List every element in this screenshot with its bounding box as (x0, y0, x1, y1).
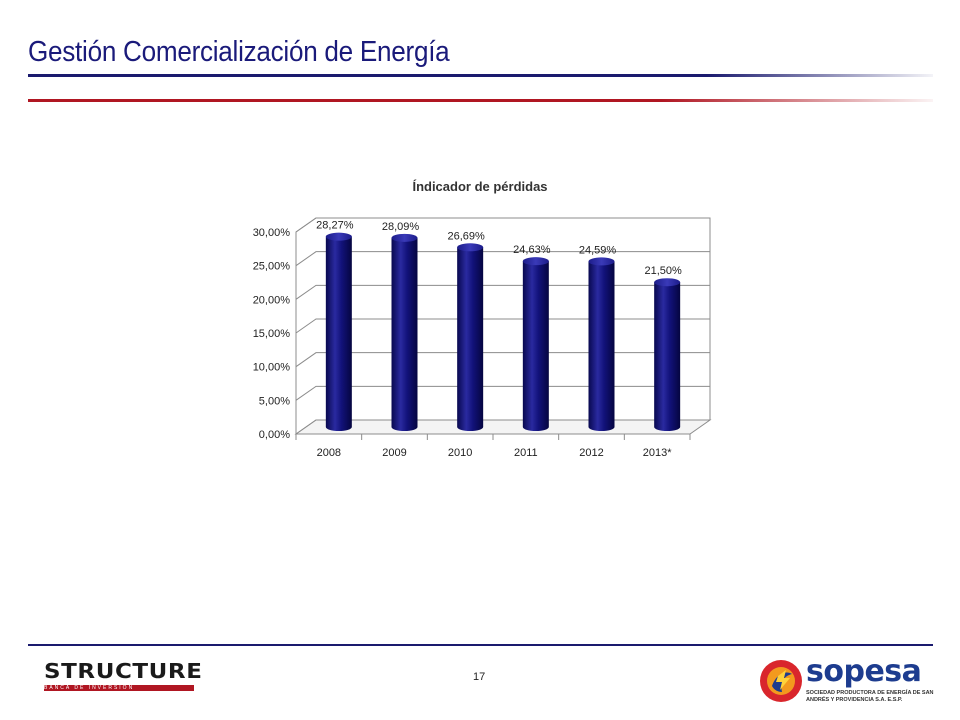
bar-cap (391, 233, 418, 242)
y-tick-label: 25,00% (253, 261, 291, 273)
bar-cap (522, 257, 549, 266)
x-tick-label: 2011 (514, 447, 538, 459)
plot-background (296, 218, 710, 434)
structure-logo-tagline: BANCA DE INVERSIÓN (44, 685, 194, 691)
data-label: 21,50% (645, 265, 683, 277)
gridline (295, 251, 710, 267)
gridline (295, 385, 710, 401)
plot-frame (294, 217, 712, 435)
data-label: 26,69% (448, 230, 486, 242)
x-tick-label: 2010 (448, 447, 472, 459)
gridline (295, 217, 710, 233)
x-tick-label: 2008 (317, 447, 341, 459)
gridline (295, 352, 710, 368)
x-axis-ticks: 2008 2009 2010 2011 2012 2013* (295, 433, 691, 459)
data-labels: 28,27% 28,09% 26,69% 24,63% 24,59% 21,50% (316, 220, 682, 278)
chart-title: Índicador de pérdidas (412, 179, 547, 194)
y-tick-label: 0,00% (259, 429, 290, 441)
bars (325, 232, 681, 431)
bar-body (457, 247, 484, 431)
page-title: Gestión Comercialización de Energía (28, 36, 450, 68)
sopesa-logo-tagline: SOCIEDAD PRODUCTORA DE ENERGÍA DE SAN AN… (806, 690, 934, 703)
structure-logo: STRUCTURE BANCA DE INVERSIÓN (44, 661, 204, 693)
sopesa-emblem-icon (760, 660, 802, 702)
bar-body (654, 282, 681, 431)
y-tick-label: 20,00% (253, 294, 291, 306)
bar-cap (457, 243, 484, 252)
bar-body (588, 261, 615, 431)
x-tick-label: 2013* (643, 447, 672, 459)
data-label: 28,09% (382, 221, 420, 233)
gridline (295, 419, 710, 435)
bar (457, 243, 484, 431)
sopesa-logo: sopesa SOCIEDAD PRODUCTORA DE ENERGÍA DE… (758, 652, 938, 712)
x-tick-label: 2009 (382, 447, 406, 459)
bar-body (522, 261, 549, 431)
bar (654, 278, 681, 431)
bar-cap (325, 232, 352, 241)
gridlines (295, 217, 710, 435)
footer-rule (28, 644, 933, 646)
page-number: 17 (473, 671, 486, 683)
bar-body (391, 237, 418, 431)
bar-cap (654, 278, 681, 287)
gridline (295, 284, 710, 300)
title-rule-red (28, 99, 933, 102)
bar (391, 233, 418, 431)
gridline (295, 318, 710, 334)
y-tick-label: 5,00% (259, 395, 290, 407)
bar-cap (588, 257, 615, 266)
bar (522, 257, 549, 431)
y-tick-label: 30,00% (253, 227, 291, 239)
x-tick-label: 2012 (579, 447, 603, 459)
sopesa-logo-word: sopesa (806, 654, 922, 689)
bar (325, 232, 352, 431)
y-tick-label: 15,00% (253, 328, 291, 340)
bar (588, 257, 615, 431)
data-label: 28,27% (316, 220, 354, 232)
data-label: 24,59% (579, 244, 617, 256)
data-label: 24,63% (513, 244, 551, 256)
bar-body (325, 236, 352, 431)
title-rule-navy (28, 74, 933, 77)
y-axis-ticks: 0,00% 5,00% 10,00% 15,00% 20,00% 25,00% 30,00% (253, 227, 291, 441)
plot-floor (294, 419, 712, 435)
y-tick-label: 10,00% (253, 362, 291, 374)
structure-logo-word: STRUCTURE (44, 659, 203, 683)
